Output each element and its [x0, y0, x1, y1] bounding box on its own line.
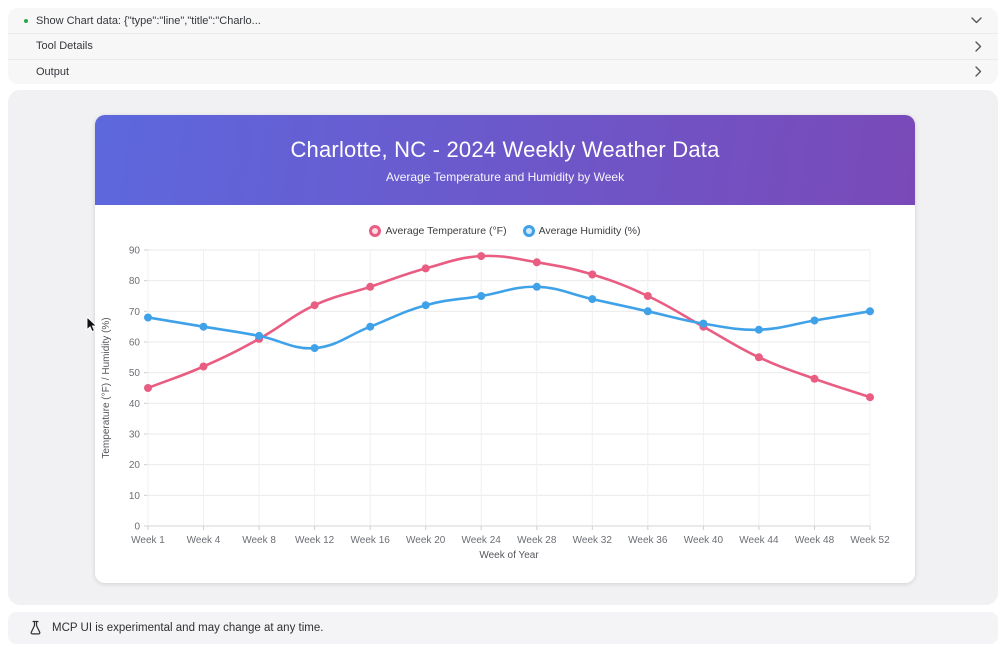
accordion-row-label: Output [36, 65, 70, 78]
svg-text:Week 1: Week 1 [131, 535, 165, 546]
mouse-cursor [86, 316, 98, 333]
accordion-row-label: Show Chart data: {"type":"line","title":… [36, 14, 261, 27]
svg-text:Week 24: Week 24 [462, 535, 502, 546]
svg-text:Week 20: Week 20 [406, 535, 446, 546]
svg-text:Week 8: Week 8 [242, 535, 276, 546]
footer-text: MCP UI is experimental and may change at… [52, 622, 324, 634]
svg-text:Week 28: Week 28 [517, 535, 557, 546]
svg-text:80: 80 [129, 276, 141, 287]
svg-text:Week 40: Week 40 [684, 535, 724, 546]
svg-text:60: 60 [129, 338, 141, 349]
svg-text:10: 10 [129, 491, 141, 502]
legend-label: Average Humidity (%) [538, 225, 641, 237]
chart-area: Average Temperature (°F) Average Humidity… [95, 205, 915, 583]
line-chart: 0 10 20 30 40 50 60 70 80 90 Week 1 Week 4 Week 8 Wee… [101, 246, 890, 562]
status-dot [24, 18, 28, 23]
svg-text:Week 32: Week 32 [573, 535, 613, 546]
legend-label: Average Temperature (°F) [385, 225, 507, 237]
legend-item[interactable]: Average Temperature (°F) [369, 225, 507, 237]
chart-card: Charlotte, NC - 2024 Weekly Weather Data… [95, 115, 915, 583]
chevron-right-icon [975, 66, 982, 78]
accordion-row-label: Tool Details [36, 40, 93, 53]
svg-text:Week 4: Week 4 [187, 535, 221, 546]
chart-card-header: Charlotte, NC - 2024 Weekly Weather Data… [95, 115, 915, 205]
legend-marker-icon [369, 225, 382, 237]
svg-text:Week of Year: Week of Year [479, 550, 539, 561]
accordion-row-show-chart-data[interactable]: Show Chart data: {"type":"line","title":… [8, 8, 998, 33]
flask-icon [30, 620, 41, 635]
chart-subtitle: Average Temperature and Humidity by Week [385, 169, 625, 184]
svg-text:40: 40 [129, 399, 141, 410]
svg-text:Temperature (°F) / Humidity (%: Temperature (°F) / Humidity (%) [101, 317, 112, 458]
svg-text:50: 50 [129, 368, 141, 379]
legend-marker-icon [522, 225, 535, 237]
svg-text:Week 44: Week 44 [739, 535, 779, 546]
svg-text:90: 90 [129, 246, 141, 257]
accordion-row-tool-details[interactable]: Tool Details [8, 33, 998, 58]
svg-text:Week 48: Week 48 [795, 535, 835, 546]
tool-accordion: Show Chart data: {"type":"line","title":… [8, 8, 998, 84]
svg-text:20: 20 [129, 460, 141, 471]
svg-text:Week 16: Week 16 [351, 535, 391, 546]
footer-note: MCP UI is experimental and may change at… [8, 612, 998, 644]
accordion-row-output[interactable]: Output [8, 58, 998, 84]
chevron-right-icon [975, 41, 982, 52]
chart-panel: Charlotte, NC - 2024 Weekly Weather Data… [8, 90, 998, 605]
svg-text:Week 12: Week 12 [295, 535, 335, 546]
chart-title: Charlotte, NC - 2024 Weekly Weather Data [290, 136, 720, 162]
svg-text:0: 0 [134, 522, 140, 533]
legend-item[interactable]: Average Humidity (%) [522, 225, 641, 237]
chevron-down-icon [971, 17, 982, 24]
chart-legend: Average Temperature (°F) Average Humidity… [95, 225, 915, 237]
svg-text:Week 52: Week 52 [850, 535, 890, 546]
svg-text:70: 70 [129, 307, 141, 318]
svg-text:30: 30 [129, 430, 141, 441]
svg-text:Week 36: Week 36 [628, 535, 668, 546]
